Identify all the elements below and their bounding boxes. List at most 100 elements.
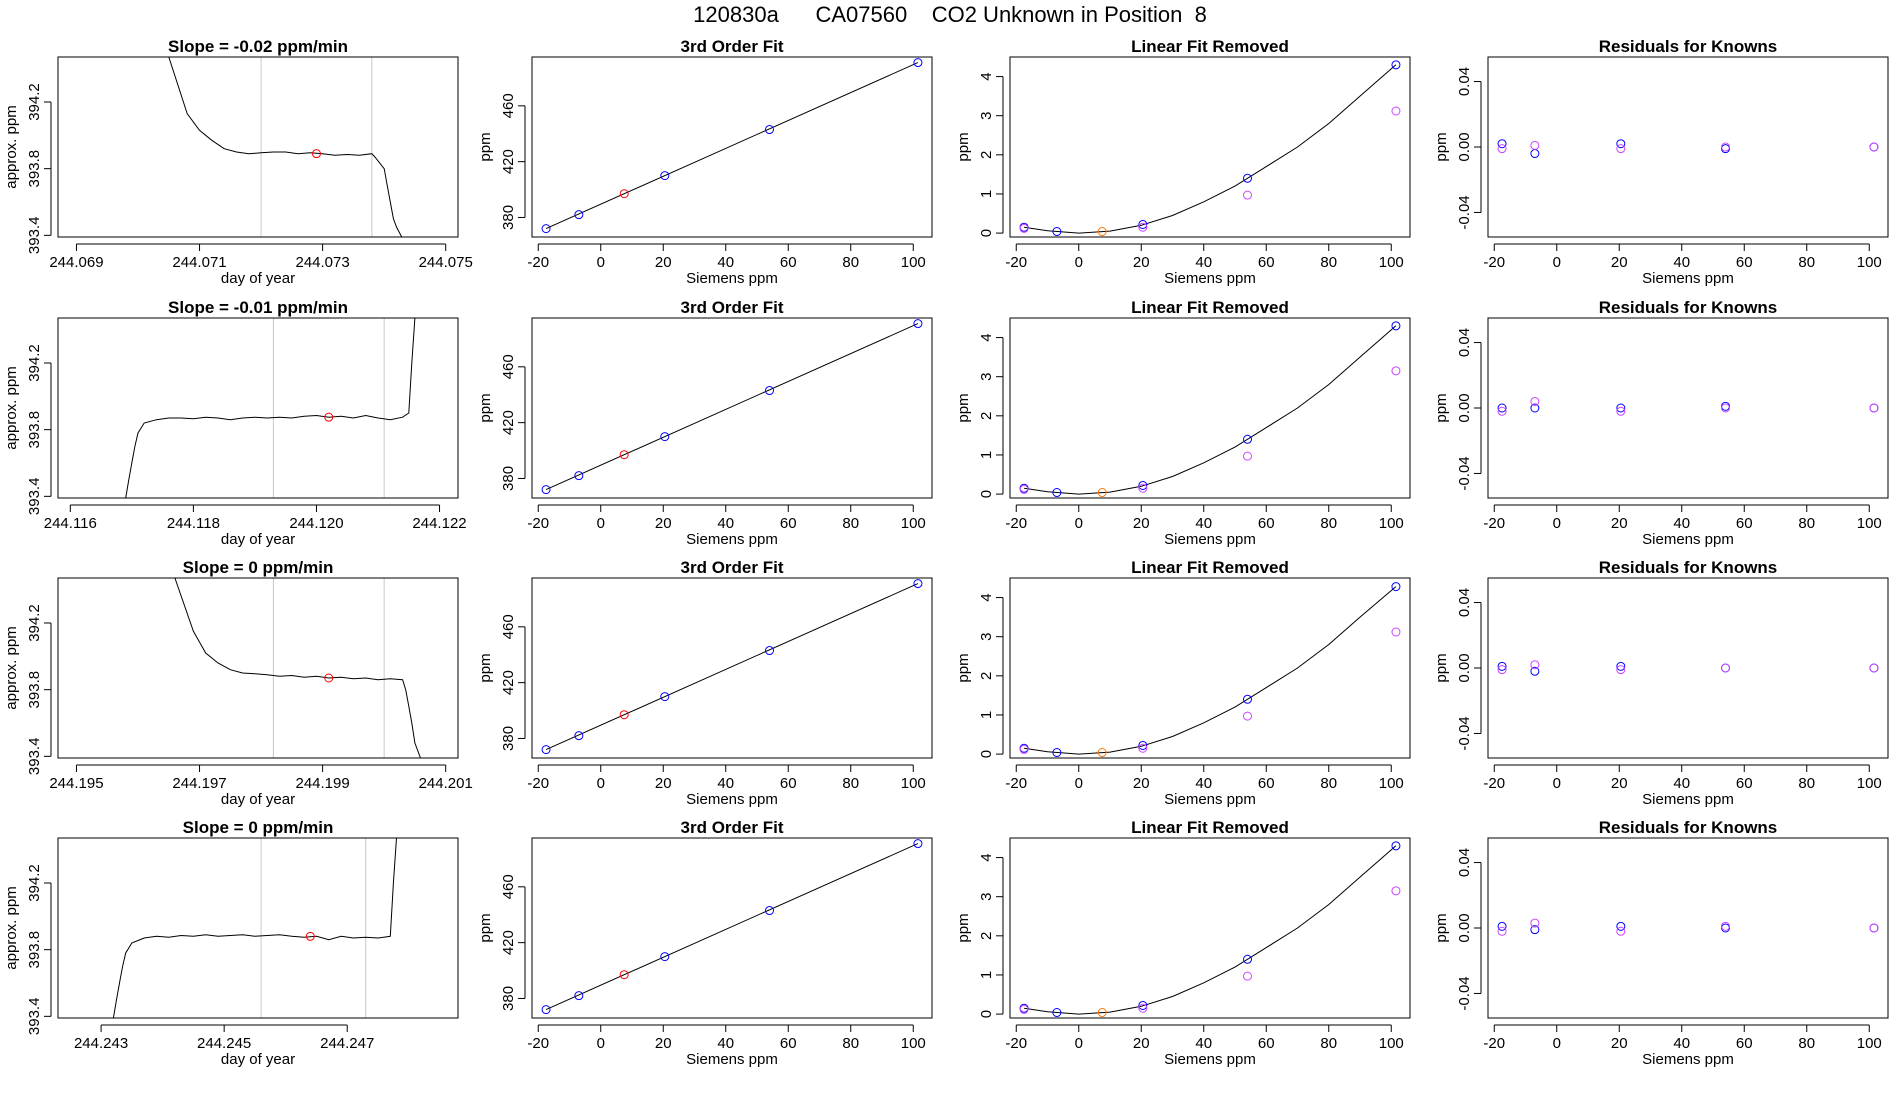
panel-title: Slope = 0 ppm/min xyxy=(183,558,334,577)
x-tick-label: 80 xyxy=(842,515,859,532)
fit-curve xyxy=(1024,325,1397,495)
data-point xyxy=(1391,627,1401,637)
data-point xyxy=(1243,711,1252,721)
x-tick-label: 40 xyxy=(717,775,734,792)
y-tick-label: 393.8 xyxy=(26,150,43,188)
x-tick-label: 0 xyxy=(1553,1035,1561,1052)
data-point xyxy=(1391,582,1401,592)
x-tick-label: 40 xyxy=(1673,775,1690,792)
x-tick-label: 40 xyxy=(1195,1035,1212,1052)
x-tick-label: -20 xyxy=(1005,254,1027,271)
panel-title: Linear Fit Removed xyxy=(1131,37,1289,56)
y-tick-label: 460 xyxy=(500,874,517,899)
x-tick-label: -20 xyxy=(527,515,549,532)
tank-id: CA07560 xyxy=(815,2,908,27)
data-point xyxy=(1243,694,1252,704)
panel-title: 3rd Order Fit xyxy=(681,818,784,837)
y-tick-label: 380 xyxy=(500,466,517,491)
y-tick-label: 394.2 xyxy=(26,344,43,382)
x-tick-label: 244.245 xyxy=(197,1035,251,1052)
y-axis-label: ppm xyxy=(477,913,494,942)
x-tick-label: 244.120 xyxy=(289,515,343,532)
data-point xyxy=(1138,1003,1148,1013)
plot-area xyxy=(1019,60,1401,237)
x-axis-label: Siemens ppm xyxy=(1164,791,1256,808)
x-tick-label: 100 xyxy=(901,1035,926,1052)
data-point xyxy=(660,692,670,702)
x-tick-label: 20 xyxy=(1133,515,1150,532)
series-line xyxy=(545,62,919,230)
x-axis-label: day of year xyxy=(221,791,295,808)
y-tick-label: 0.00 xyxy=(1456,653,1473,682)
y-tick-label: 3 xyxy=(978,112,995,120)
x-tick-label: 20 xyxy=(1611,775,1628,792)
y-tick-label: 0 xyxy=(978,1010,995,1018)
plot-area xyxy=(174,578,422,758)
x-tick-label: 60 xyxy=(1258,775,1275,792)
data-point xyxy=(1391,366,1401,376)
page-title: 120830a CA07560 CO2 Unknown in Position … xyxy=(0,2,1900,28)
x-tick-label: 0 xyxy=(1075,254,1083,271)
y-axis-label: ppm xyxy=(955,653,972,682)
y-tick-label: 393.4 xyxy=(26,478,43,516)
x-tick-label: 60 xyxy=(1258,1035,1275,1052)
plot-area xyxy=(1497,396,1879,416)
x-tick-label: 20 xyxy=(1133,1035,1150,1052)
y-axis-label: ppm xyxy=(1433,653,1450,682)
data-point xyxy=(1243,451,1252,461)
data-point xyxy=(1869,663,1879,673)
panel-title: Residuals for Knowns xyxy=(1599,37,1778,56)
data-point xyxy=(305,931,315,941)
data-point xyxy=(1138,480,1148,490)
plot-frame xyxy=(57,56,459,238)
data-point xyxy=(1138,743,1148,753)
x-tick-label: 60 xyxy=(780,775,797,792)
plot-area xyxy=(541,58,923,234)
panel-r4-lin: -20 0 20 40 60 80 100 0 1 2 3 4 Linear Fit Removed Si… xyxy=(955,818,1411,1068)
panel-title: Residuals for Knowns xyxy=(1599,298,1778,317)
data-point xyxy=(1391,841,1401,851)
data-point xyxy=(1616,403,1626,413)
data-point xyxy=(1391,886,1401,896)
y-tick-label: 1 xyxy=(978,971,995,979)
panel-title: Residuals for Knowns xyxy=(1599,558,1778,577)
series-line xyxy=(112,838,397,1018)
panel-title: Slope = -0.02 ppm/min xyxy=(168,37,348,56)
data-point xyxy=(1530,149,1540,159)
x-tick-label: 60 xyxy=(1736,515,1753,532)
x-tick-label: 244.075 xyxy=(419,254,473,271)
panel-title: 3rd Order Fit xyxy=(681,37,784,56)
x-tick-label: 40 xyxy=(1195,254,1212,271)
data-point xyxy=(1530,660,1540,670)
data-point xyxy=(660,171,670,181)
data-point xyxy=(574,210,584,220)
y-tick-label: 393.4 xyxy=(26,998,43,1036)
data-point xyxy=(1530,396,1540,406)
data-point xyxy=(1721,142,1730,152)
y-tick-label: 0 xyxy=(978,750,995,758)
data-point xyxy=(1497,403,1507,413)
data-point xyxy=(1721,403,1730,413)
x-tick-label: 0 xyxy=(597,1035,605,1052)
x-tick-label: 100 xyxy=(1857,1035,1882,1052)
data-point xyxy=(1616,139,1626,149)
y-tick-label: 2 xyxy=(978,932,995,940)
x-tick-label: 100 xyxy=(1379,775,1404,792)
x-axis-label: day of year xyxy=(221,1051,295,1068)
panel-r2-lin: -20 0 20 40 60 80 100 0 1 2 3 4 Linear Fit Removed Si… xyxy=(955,298,1411,548)
x-tick-label: 244.199 xyxy=(295,775,349,792)
panel-r2-fit: -20 0 20 40 60 80 100 380 420 460 3rd Order Fit Sie… xyxy=(477,298,933,548)
data-point xyxy=(619,450,629,460)
panel-r1-fit: -20 0 20 40 60 80 100 380 420 460 3rd Order Fit Sie… xyxy=(477,37,933,287)
data-point xyxy=(1721,921,1730,931)
y-tick-label: 2 xyxy=(978,412,995,420)
data-point xyxy=(1138,219,1148,229)
plot-frame xyxy=(531,317,933,499)
x-tick-label: 80 xyxy=(842,254,859,271)
data-point xyxy=(1138,1000,1148,1010)
y-tick-label: 0.04 xyxy=(1456,328,1473,357)
y-axis-label: approx. ppm xyxy=(3,366,20,449)
x-tick-label: 60 xyxy=(780,1035,797,1052)
data-point xyxy=(1097,1008,1107,1018)
x-axis-label: Siemens ppm xyxy=(686,270,778,287)
